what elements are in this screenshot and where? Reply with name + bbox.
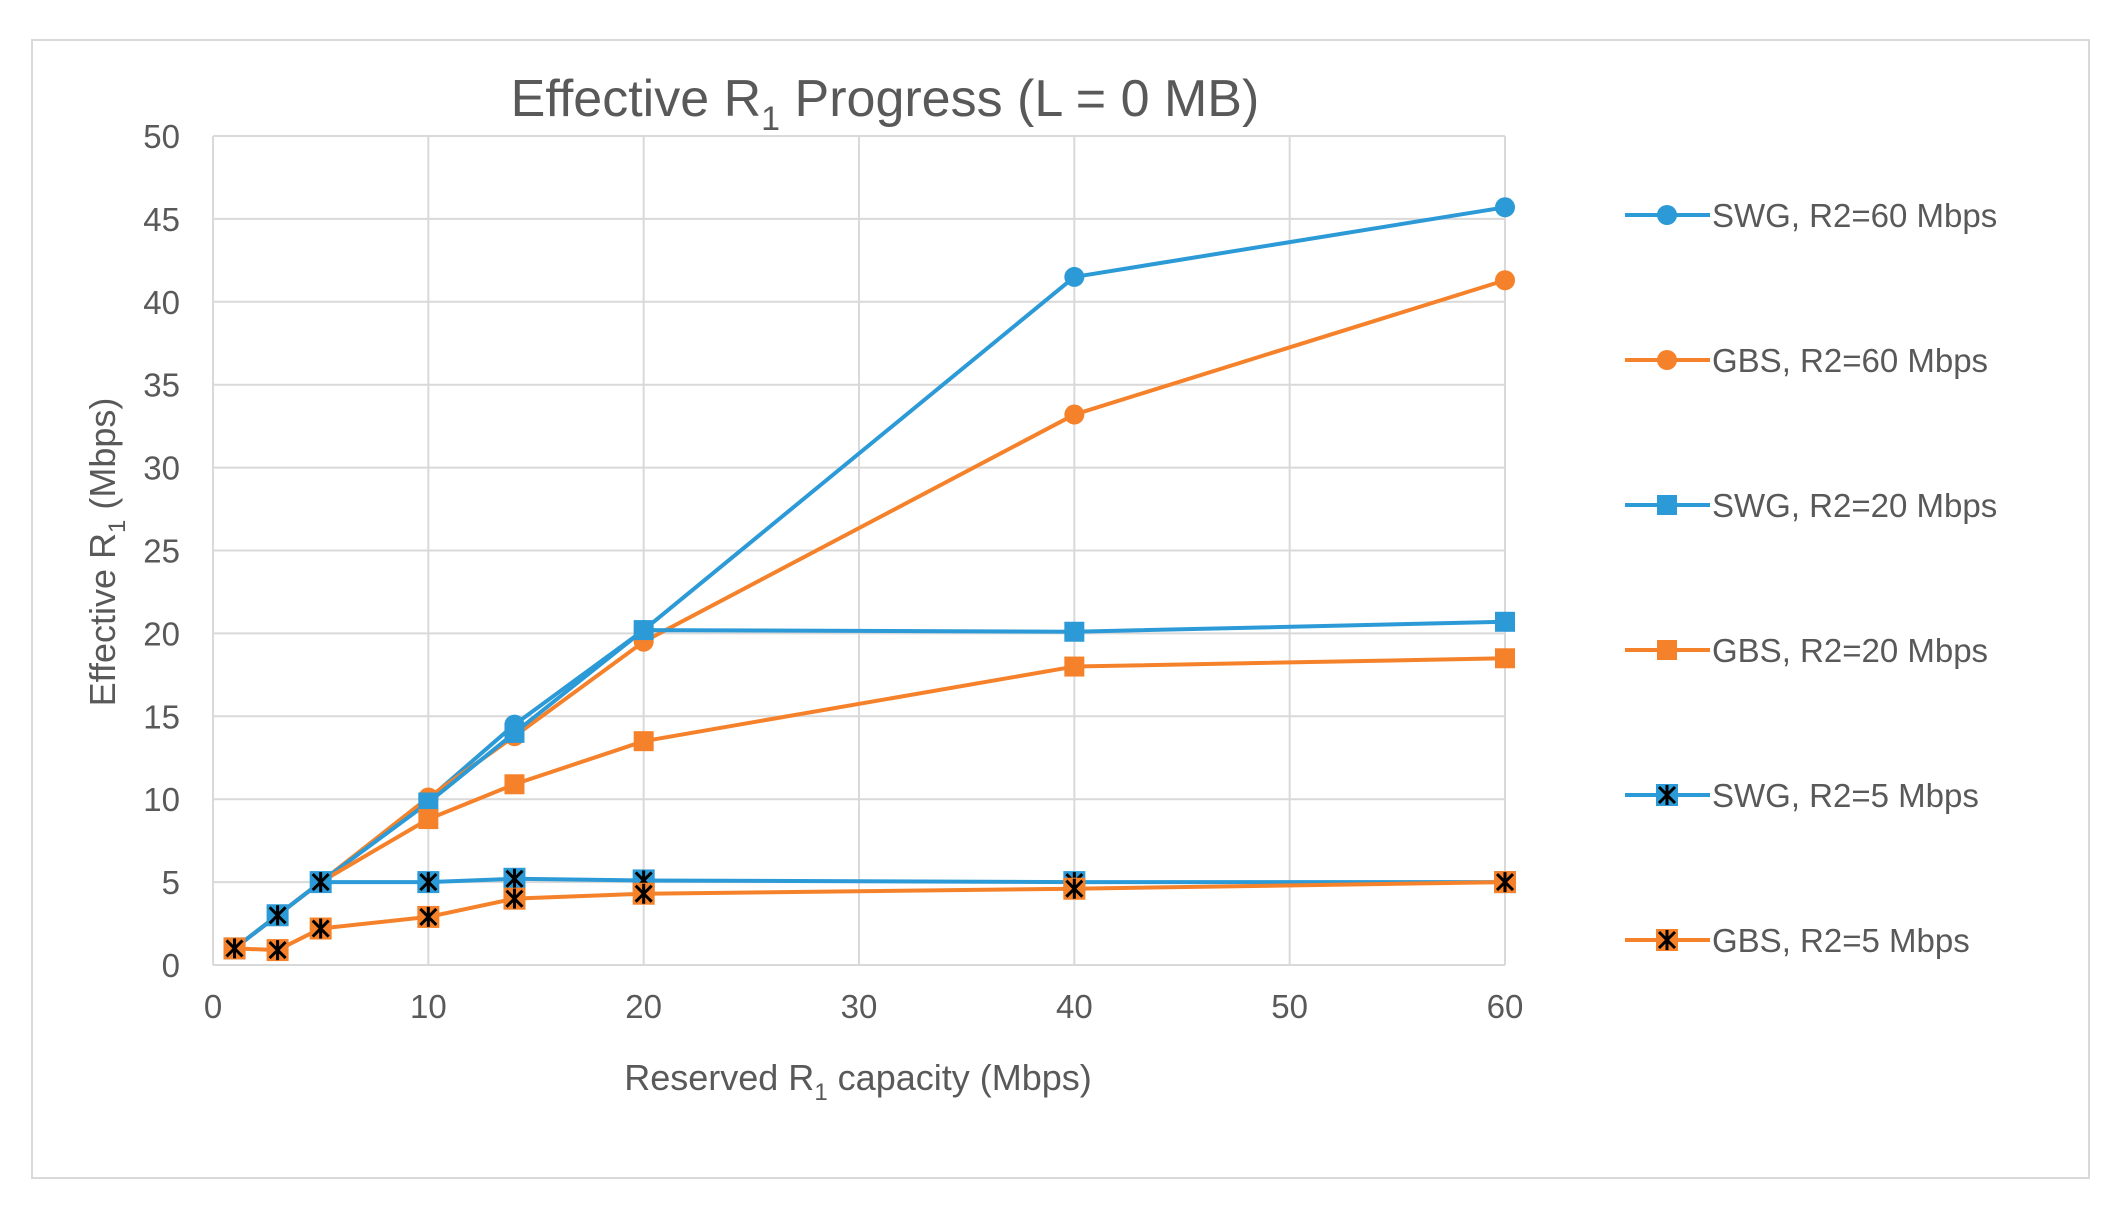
data-point <box>417 871 440 894</box>
legend-item: SWG, R2=5 Mbps <box>1625 777 1979 814</box>
grid <box>213 135 1506 965</box>
x-axis-title: Reserved R1 capacity (Mbps) <box>624 1057 1092 1106</box>
data-point <box>1064 266 1085 287</box>
legend-marker <box>1657 350 1677 370</box>
data-point <box>1494 871 1516 894</box>
data-point <box>1064 656 1085 677</box>
data-point <box>633 731 654 752</box>
x-tick-labels: 0 10 20 30 40 50 60 <box>204 988 1524 1025</box>
axes <box>212 136 1505 966</box>
series-line <box>233 278 1506 951</box>
data-point <box>266 904 289 927</box>
legend-marker <box>1656 929 1678 951</box>
chart-frame <box>31 39 2090 1179</box>
data-point <box>633 620 654 641</box>
y-tick-label: 35 <box>143 367 180 404</box>
y-tick-label: 25 <box>143 533 180 570</box>
data-point <box>1064 404 1085 425</box>
legend-item: GBS, R2=60 Mbps <box>1625 342 1988 379</box>
x-tick-label: 10 <box>410 988 447 1025</box>
series-markers <box>223 197 1516 962</box>
data-point <box>417 905 440 928</box>
legend-marker <box>1656 784 1678 806</box>
data-point <box>1495 197 1515 218</box>
legend-label: GBS, R2=60 Mbps <box>1712 342 1988 379</box>
x-tick-label: 40 <box>1056 988 1093 1025</box>
legend-item: GBS, R2=20 Mbps <box>1625 632 1988 669</box>
y-tick-label: 50 <box>143 118 180 155</box>
data-point <box>223 937 246 960</box>
legend-item: GBS, R2=5 Mbps <box>1625 922 1970 959</box>
legend-marker <box>1657 640 1677 660</box>
data-point <box>504 722 525 743</box>
data-point <box>266 939 289 962</box>
data-point <box>503 867 526 890</box>
data-point <box>1495 648 1515 669</box>
x-tick-label: 20 <box>625 988 662 1025</box>
y-tick-label: 45 <box>143 201 180 238</box>
series-line <box>233 205 1506 951</box>
data-point <box>418 792 439 813</box>
y-tick-label: 40 <box>143 284 180 321</box>
legend-marker <box>1657 205 1677 225</box>
data-point <box>309 871 332 894</box>
chart-title: Effective R1 Progress (L = 0 MB) <box>511 70 1260 138</box>
legend-label: GBS, R2=5 Mbps <box>1712 922 1970 959</box>
y-axis-title: Effective R1 (Mbps) <box>82 398 131 707</box>
data-point <box>504 774 525 795</box>
data-point <box>503 887 526 910</box>
legend-label: SWG, R2=20 Mbps <box>1712 487 1997 524</box>
legend-label: SWG, R2=60 Mbps <box>1712 197 1997 234</box>
legend-item: SWG, R2=60 Mbps <box>1625 197 1997 234</box>
legend-marker <box>1657 495 1677 515</box>
y-tick-label: 15 <box>143 698 180 735</box>
y-tick-label: 10 <box>143 781 180 818</box>
data-point <box>632 882 655 905</box>
x-tick-label: 60 <box>1487 988 1524 1025</box>
y-tick-label: 20 <box>143 615 180 652</box>
y-tick-label: 0 <box>162 947 180 984</box>
data-point <box>309 917 332 940</box>
x-tick-label: 0 <box>204 988 222 1025</box>
y-tick-label: 5 <box>162 864 180 901</box>
x-tick-label: 30 <box>841 988 878 1025</box>
legend-label: GBS, R2=20 Mbps <box>1712 632 1988 669</box>
series-lines <box>233 205 1506 953</box>
legend: SWG, R2=60 Mbps GBS, R2=60 Mbps SWG, R2=20… <box>1625 197 1997 959</box>
data-point <box>1063 877 1086 900</box>
data-point <box>418 809 439 830</box>
data-point <box>1495 611 1515 632</box>
x-tick-label: 50 <box>1271 988 1308 1025</box>
series-line <box>233 619 1506 951</box>
y-tick-labels: 0 5 10 15 20 25 30 35 40 45 50 <box>143 118 180 984</box>
y-tick-label: 30 <box>143 450 180 487</box>
data-point <box>1495 270 1515 291</box>
legend-label: SWG, R2=5 Mbps <box>1712 777 1979 814</box>
data-point <box>1064 621 1085 642</box>
legend-item: SWG, R2=20 Mbps <box>1625 487 1997 524</box>
